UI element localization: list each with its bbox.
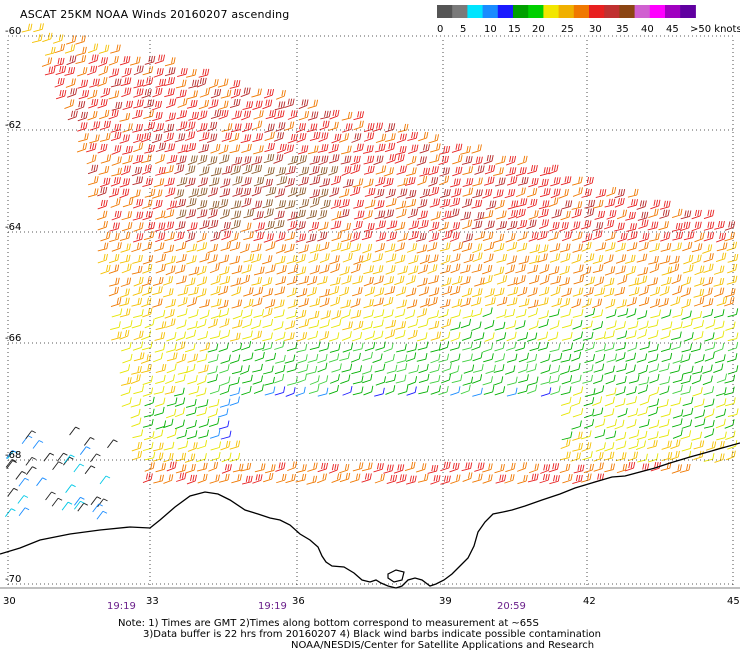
latitude-label: -66: [5, 333, 21, 344]
legend-swatch: [543, 5, 559, 18]
latitude-label: -68: [5, 450, 21, 461]
time-labels: 19:19 19:19 20:59: [107, 601, 526, 612]
latitude-label: -64: [5, 222, 21, 233]
longitude-label: 33: [146, 596, 159, 607]
legend-swatch: [513, 5, 529, 18]
island-outline: [388, 570, 404, 582]
legend-swatch: [680, 5, 696, 18]
legend-swatch: [574, 5, 590, 18]
longitude-label: 30: [3, 596, 16, 607]
legend-label: 10: [484, 24, 497, 35]
note-line-2: 3)Data buffer is 22 hrs from 20160207 4)…: [143, 629, 601, 640]
legend-label: 0: [437, 24, 443, 35]
legend-label: 20: [532, 24, 545, 35]
legend-swatch: [437, 5, 453, 18]
note-line-3: NOAA/NESDIS/Center for Satellite Applica…: [291, 640, 594, 651]
longitude-label: 39: [439, 596, 452, 607]
latitude-label: -70: [5, 574, 21, 585]
longitude-label: 42: [583, 596, 596, 607]
legend-swatch: [604, 5, 620, 18]
legend-label: 35: [616, 24, 629, 35]
legend-label: 15: [508, 24, 521, 35]
legend-swatch: [650, 5, 666, 18]
longitude-label: 45: [727, 596, 740, 607]
wind-speed-legend: 0 5 10 15 20 25 30 35 40 45 >50 knots: [0, 0, 740, 40]
legend-swatch: [665, 5, 681, 18]
legend-swatch: [559, 5, 575, 18]
longitude-label: 36: [292, 596, 305, 607]
legend-label: 5: [460, 24, 466, 35]
graticule: [0, 36, 740, 588]
legend-label: 45: [666, 24, 679, 35]
pass-time-label: 19:19: [107, 601, 136, 612]
pass-time-label: 20:59: [497, 601, 526, 612]
legend-label: 40: [641, 24, 654, 35]
legend-swatch: [619, 5, 635, 18]
legend-swatch: [483, 5, 499, 18]
legend-swatch: [589, 5, 605, 18]
legend-swatch: [452, 5, 468, 18]
latitude-label: -62: [5, 120, 21, 131]
pass-time-label: 19:19: [258, 601, 287, 612]
wind-barbs: [5, 23, 738, 519]
note-line-1: Note: 1) Times are GMT 2)Times along bot…: [118, 618, 539, 629]
legend-label: 25: [561, 24, 574, 35]
legend-swatch: [498, 5, 514, 18]
legend-swatch: [528, 5, 544, 18]
legend-label: >50 knots: [690, 24, 740, 35]
legend-swatch: [635, 5, 651, 18]
legend-swatch: [467, 5, 483, 18]
latitude-labels: -60-62-64-66-68-70: [5, 26, 21, 585]
legend-label: 30: [589, 24, 602, 35]
